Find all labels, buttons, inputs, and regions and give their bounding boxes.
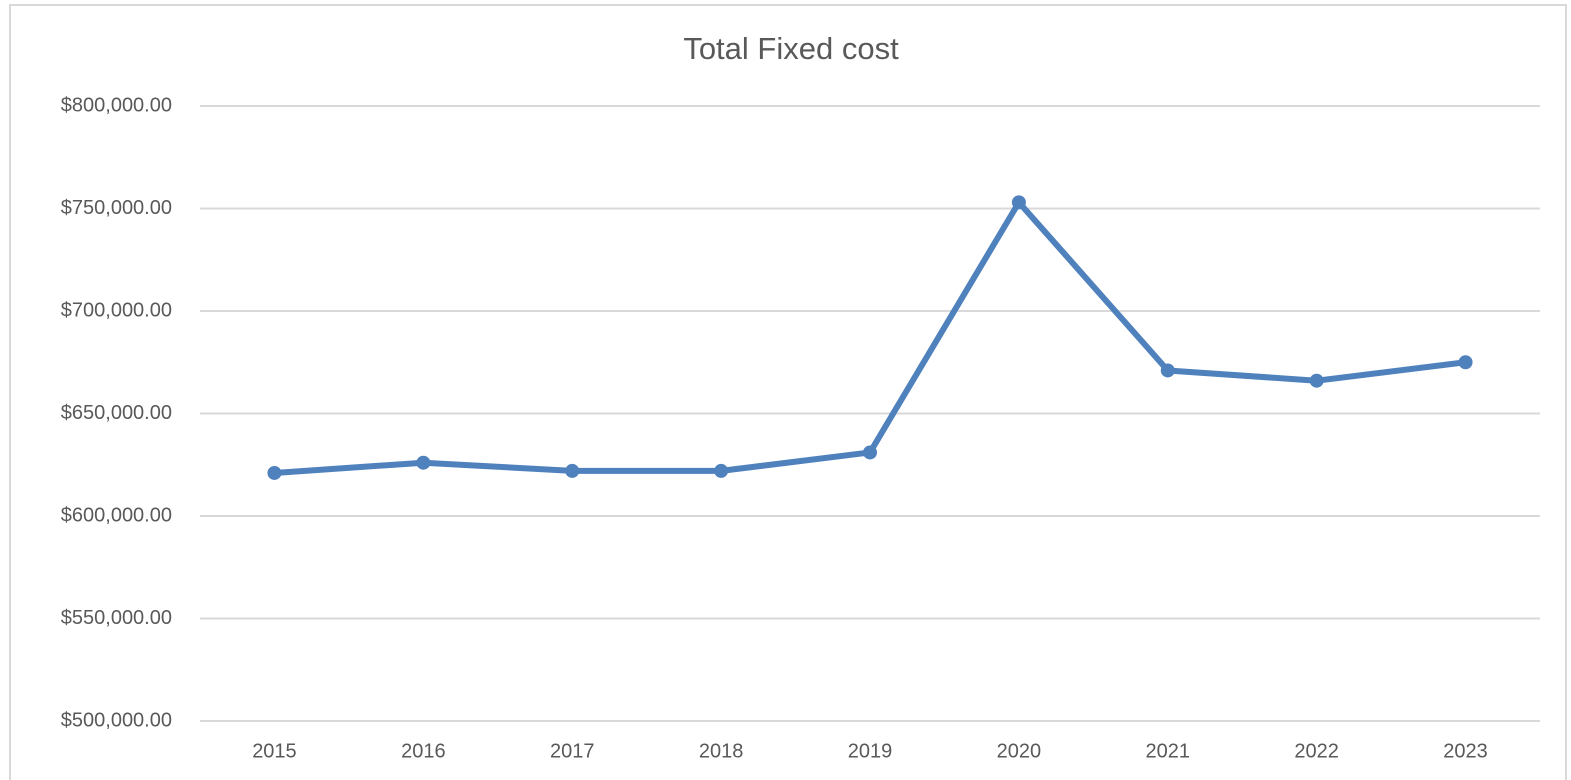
y-tick-label: $600,000.00	[61, 504, 172, 526]
x-tick-label: 2022	[1294, 740, 1339, 762]
y-tick-label: $700,000.00	[61, 299, 172, 321]
y-tick-label: $800,000.00	[61, 94, 172, 116]
y-tick-label: $500,000.00	[61, 709, 172, 731]
x-tick-label: 2015	[252, 740, 297, 762]
x-tick-label: 2019	[848, 740, 893, 762]
y-tick-label: $750,000.00	[61, 197, 172, 219]
chart-title: Total Fixed cost	[683, 31, 899, 66]
marker	[1458, 355, 1473, 370]
y-tick-label: $650,000.00	[61, 402, 172, 424]
x-tick-label: 2023	[1443, 740, 1488, 762]
marker	[1160, 363, 1175, 378]
grid: $500,000.00 $550,000.00 $600,000.00 $650,00…	[61, 94, 1540, 762]
marker	[416, 455, 431, 470]
plot	[267, 195, 1473, 480]
marker	[267, 465, 282, 480]
x-tick-label: 2016	[401, 740, 446, 762]
marker	[863, 445, 877, 460]
x-tick-label: 2017	[550, 740, 595, 762]
marker	[1011, 195, 1026, 210]
marker	[1309, 373, 1324, 388]
x-tick-label: 2020	[997, 740, 1042, 762]
x-tick-label: 2018	[699, 740, 744, 762]
chart-border	[9, 4, 1567, 780]
marker	[565, 463, 580, 478]
marker	[714, 463, 729, 478]
x-tick-label: 2021	[1146, 740, 1191, 762]
y-tick-label: $550,000.00	[61, 607, 172, 629]
